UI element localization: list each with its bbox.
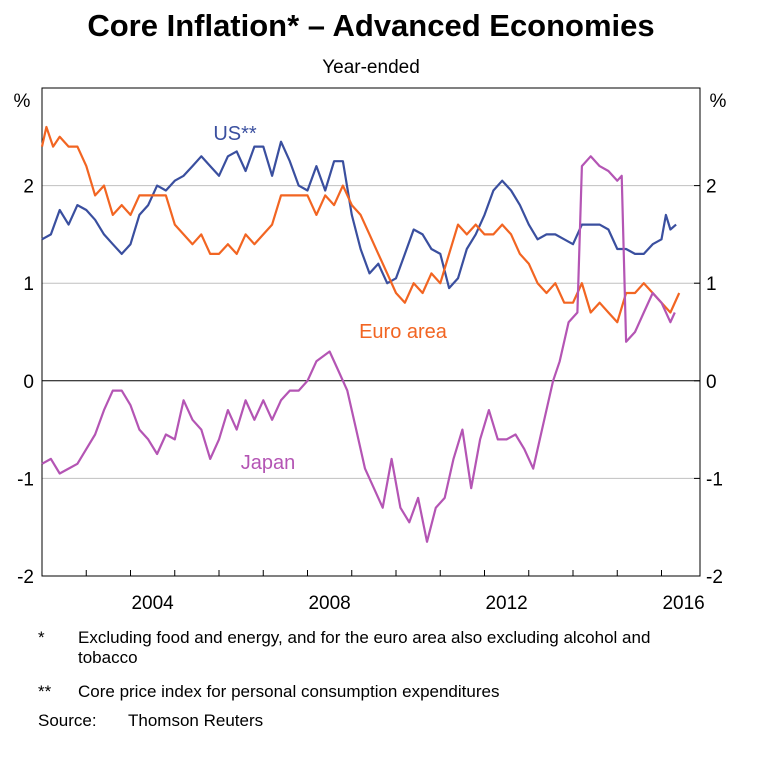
x-tick-label: 2004 (131, 593, 174, 614)
note-text: Core price index for personal consumptio… (78, 682, 500, 701)
note-text: Excluding food and energy, and for the e… (78, 628, 651, 667)
note-marker: * (38, 628, 45, 647)
y-tick-label: -1 (17, 469, 34, 490)
source-label: Source: (38, 711, 97, 730)
y2-tick-label: 1 (706, 274, 717, 295)
series-label: Euro area (359, 321, 448, 343)
y2-tick-label: 2 (706, 177, 717, 198)
series-label: US** (213, 123, 257, 145)
y-tick-label: 0 (23, 372, 34, 393)
note-marker: ** (38, 682, 52, 701)
chart: Core Inflation* – Advanced Economies Yea… (14, 8, 727, 614)
note: * Excluding food and energy, and for the … (38, 628, 678, 668)
plot-frame (41, 87, 701, 577)
y-tick-label: 1 (23, 274, 34, 295)
source: Source: Thomson Reuters (38, 711, 263, 731)
y2-tick-label: 0 (706, 372, 717, 393)
note: ** Core price index for personal consumpt… (38, 682, 499, 702)
series-label: Japan (241, 452, 296, 474)
y-tick-label: -2 (17, 567, 34, 588)
x-tick-label: 2008 (308, 593, 350, 614)
series-line (41, 155, 676, 543)
y2-tick-label: -1 (706, 469, 723, 490)
y-unit: % (14, 91, 31, 112)
chart-title: Core Inflation* – Advanced Economies (87, 8, 654, 43)
x-tick-label: 2012 (485, 593, 527, 614)
source-text: Thomson Reuters (128, 711, 264, 730)
series-line (40, 125, 681, 324)
chart-subtitle: Year-ended (322, 57, 420, 78)
y2-tick-label: -2 (706, 567, 723, 588)
y-tick-label: 2 (23, 177, 34, 198)
x-tick-label: 2016 (662, 593, 704, 614)
y2-unit: % (710, 91, 727, 112)
